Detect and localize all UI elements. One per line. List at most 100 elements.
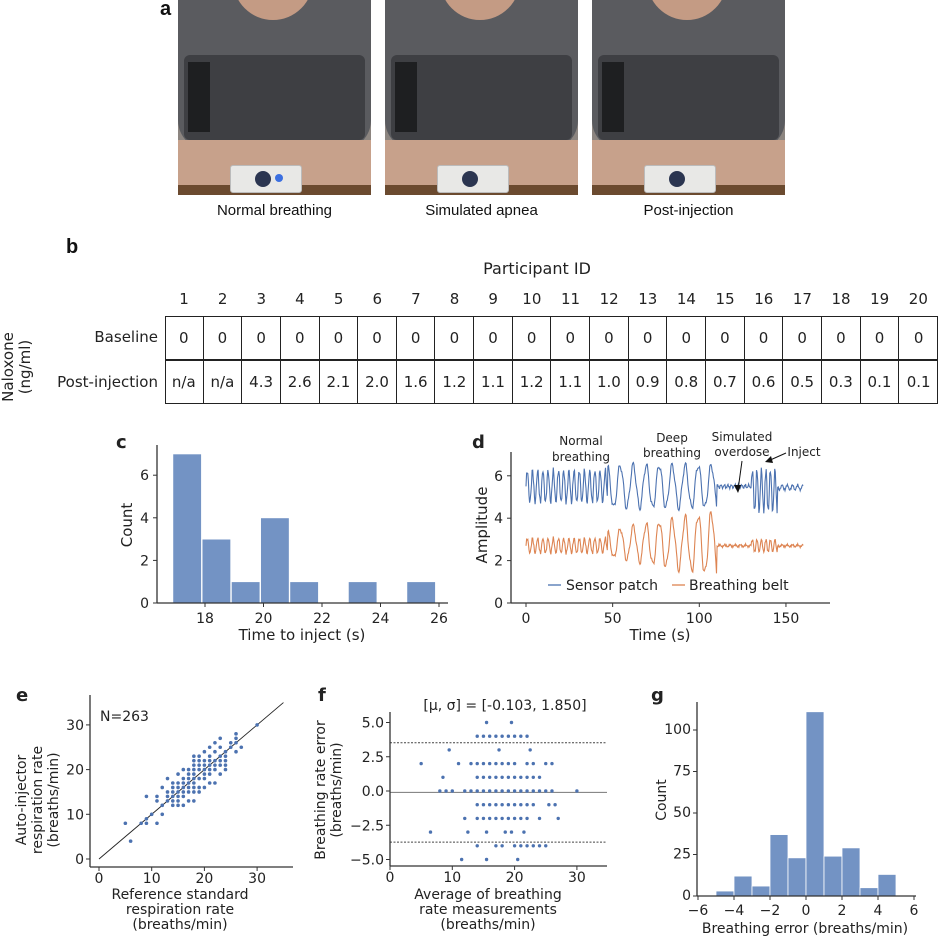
scatter-point (516, 857, 520, 862)
identity-line (98, 702, 284, 860)
scatter-point (218, 736, 223, 741)
scatter-point (484, 857, 489, 862)
scatter-point (207, 781, 212, 785)
x-tick-label: −6 (688, 903, 709, 919)
x-tick-label: 20 (506, 870, 524, 886)
scatter-point (197, 758, 201, 763)
scatter-point (537, 816, 542, 821)
participant-id: 5 (333, 290, 344, 308)
scatter-point (223, 758, 228, 763)
auto-injector-device (437, 165, 509, 193)
scatter-point (176, 785, 180, 790)
scatter-point (197, 785, 201, 790)
table-cell: 0 (204, 316, 243, 360)
scatter-point (487, 761, 492, 766)
histogram-bar (260, 517, 290, 604)
scatter-point (202, 785, 207, 790)
table-cell: 0.6 (745, 360, 784, 404)
annotation-label: Simulated (712, 430, 773, 444)
histogram-bar (172, 453, 202, 604)
scatter-point (218, 754, 223, 758)
y-tick-label: 10 (66, 807, 84, 823)
scatter-point (223, 767, 228, 772)
scatter-point (500, 844, 504, 848)
auto-injector-device (644, 165, 716, 193)
scatter-point (575, 789, 579, 793)
scatter-point (481, 734, 486, 738)
y-axis-label: respiration rate (30, 746, 46, 854)
x-tick-label: 0 (522, 611, 531, 627)
x-tick-label: 0 (386, 870, 395, 886)
x-tick-label: 2 (838, 903, 847, 919)
participant-id: 14 (676, 290, 696, 308)
histogram-bar (733, 875, 753, 897)
scatter-point (181, 803, 186, 808)
x-axis-label: (breaths/min) (132, 917, 227, 933)
table-cell: 0.1 (906, 373, 931, 391)
scatter-point (176, 799, 180, 803)
participant-id: 3 (256, 290, 267, 308)
panel-label-f: f (318, 685, 326, 706)
participant-id: 10 (522, 290, 542, 308)
table-cell: 4.3 (242, 360, 281, 404)
scatter-point (197, 776, 201, 781)
table-cell: 1.1 (474, 360, 513, 404)
arrow-head-icon (734, 485, 741, 493)
scatter-point (213, 740, 217, 745)
annotation-label: Deep (656, 431, 688, 445)
x-axis-label: Time (s) (629, 626, 691, 644)
scatter-point (202, 763, 207, 767)
scatter-point (553, 803, 557, 807)
scatter-point (519, 816, 523, 821)
scatter-point (494, 734, 498, 738)
scatter-point (186, 781, 191, 785)
scatter-point (170, 803, 175, 808)
scatter-point (165, 799, 170, 803)
scatter-point (525, 844, 529, 848)
scatter-point (202, 767, 207, 772)
scatter-point (506, 775, 511, 779)
scatter-point (213, 749, 217, 754)
scatter-point (497, 748, 501, 752)
scatter-point (494, 789, 498, 793)
scatter-point (192, 790, 196, 794)
y-tick-label: 100 (664, 722, 691, 738)
annotation-label: Normal (559, 434, 602, 448)
scatter-point (500, 789, 504, 793)
scatter-point (192, 763, 196, 767)
scatter-point (176, 794, 180, 799)
table-cell: 0 (281, 316, 320, 360)
scatter-point (494, 816, 498, 821)
table-cell: 0 (165, 316, 204, 360)
x-axis-label: rate measurements (419, 902, 557, 918)
scatter-point (463, 816, 467, 821)
scatter-point (213, 781, 217, 785)
x-tick-label: 18 (196, 611, 214, 627)
table-cell: 2.6 (281, 360, 320, 404)
table-cell: 0 (552, 316, 591, 360)
scatter-point (475, 803, 479, 807)
y-axis-label: (breaths/min) (46, 752, 62, 847)
x-axis-label: respiration rate (126, 902, 234, 918)
y-tick-label: 75 (673, 764, 691, 780)
scatter-point (531, 789, 535, 793)
scatter-point (525, 816, 529, 821)
scatter-point (494, 803, 498, 807)
panel-label-e: e (16, 685, 28, 706)
scatter-point (155, 821, 159, 826)
scatter-point (186, 776, 191, 781)
sensor-patch-line (525, 461, 804, 514)
y-tick-label: 0 (75, 852, 84, 868)
table-cell: 0 (242, 316, 281, 360)
scatter-point (544, 789, 548, 793)
histogram-bar (406, 581, 436, 604)
annotation-label: breathing (552, 450, 610, 464)
scatter-point (428, 830, 433, 834)
participant-id: 11 (560, 290, 581, 308)
scatter-point (176, 781, 180, 785)
scatter-point (186, 790, 191, 794)
table-cell: 0 (474, 316, 513, 360)
scatter-point (186, 767, 191, 772)
scatter-point (207, 767, 212, 772)
